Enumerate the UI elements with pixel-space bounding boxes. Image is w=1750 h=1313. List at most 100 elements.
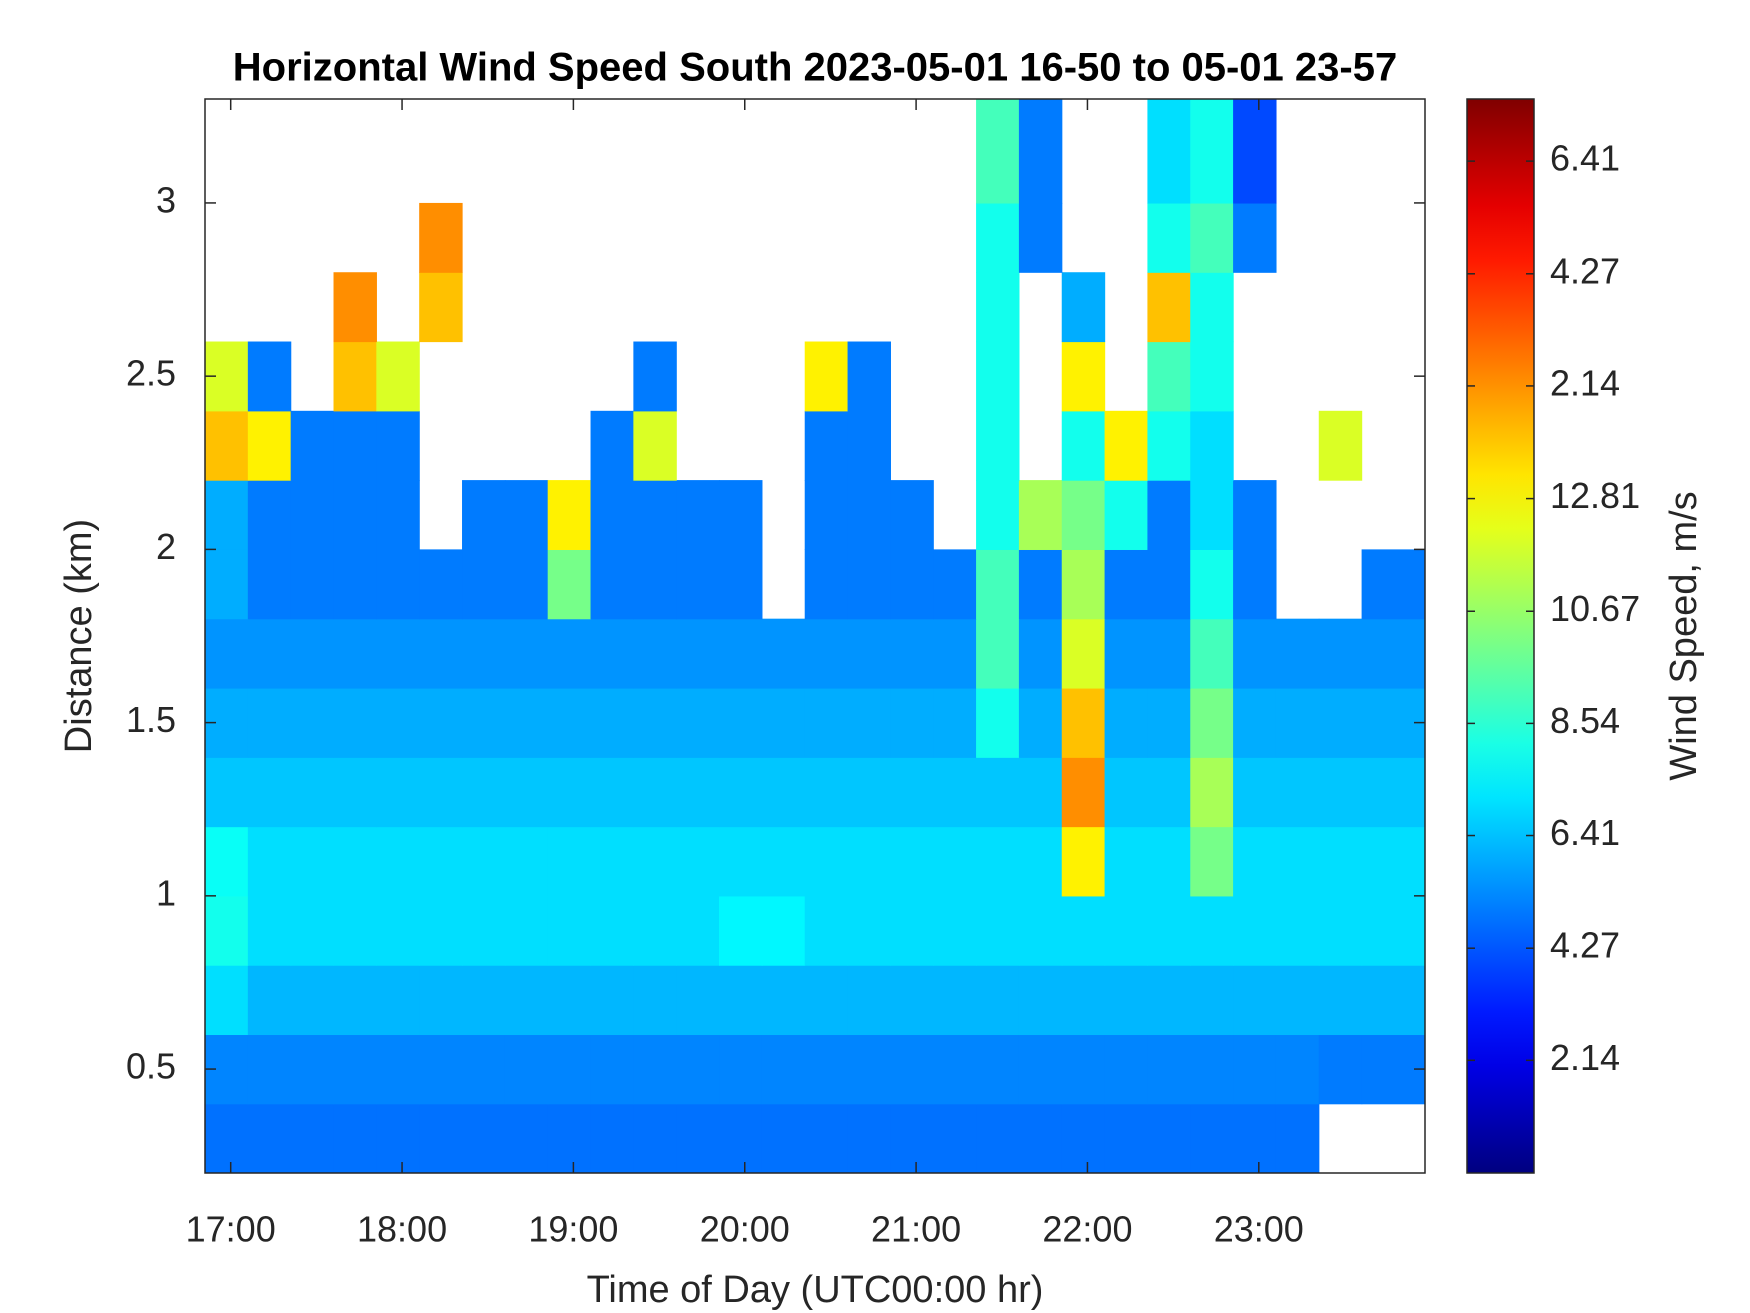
heat-cell	[847, 826, 891, 897]
heat-cell	[1190, 341, 1234, 412]
heat-cell	[333, 1034, 377, 1105]
heat-cell	[1190, 99, 1234, 204]
heat-cell	[376, 410, 420, 481]
heat-cell	[976, 99, 1020, 204]
heat-cell	[290, 965, 335, 1036]
heat-cell	[1318, 687, 1363, 758]
heat-cell	[804, 1034, 849, 1105]
plot-frame	[204, 98, 1426, 1174]
heat-cell	[890, 1103, 934, 1173]
heat-cell	[847, 1034, 891, 1105]
heat-cell	[1061, 1034, 1106, 1105]
heat-cell	[1147, 341, 1191, 412]
heat-cell	[1190, 895, 1234, 966]
heat-cell	[419, 1103, 463, 1173]
x-tick-label: 18:00	[357, 1209, 447, 1250]
heat-cell	[1018, 549, 1063, 620]
colorbar-tick-label: 10.67	[1550, 588, 1640, 629]
heat-cell	[247, 687, 292, 758]
heat-cell	[1061, 757, 1106, 828]
heat-cell	[719, 549, 763, 620]
colorbar-tick-label: 6.41	[1550, 138, 1620, 179]
heat-cell	[290, 480, 335, 550]
heat-cell	[462, 965, 506, 1036]
heat-cell	[1147, 687, 1191, 758]
heat-cell	[1233, 687, 1277, 758]
heat-cell	[976, 965, 1020, 1036]
heat-cell	[1190, 757, 1234, 828]
heat-cell	[504, 687, 549, 758]
heat-cell	[1018, 757, 1063, 828]
heat-cell	[1104, 826, 1149, 897]
heat-cell	[333, 965, 377, 1036]
heat-cell	[205, 965, 249, 1036]
y-tick-label: 2.5	[126, 353, 176, 394]
colorbar-tick-label: 4.27	[1550, 925, 1620, 966]
heat-cell	[290, 826, 335, 897]
heat-cell	[1233, 480, 1277, 550]
heat-cell	[976, 618, 1020, 689]
heat-cell	[633, 341, 677, 412]
heat-cell	[247, 1034, 292, 1105]
heat-cell	[847, 341, 891, 412]
heat-cell	[1275, 618, 1320, 689]
y-axis-label: Distance (km)	[58, 519, 100, 753]
heat-cell	[1233, 757, 1277, 828]
heat-cell	[1104, 687, 1149, 758]
heat-cell	[976, 757, 1020, 828]
heat-cell	[976, 687, 1020, 758]
heat-cell	[761, 1034, 806, 1105]
heat-cell	[504, 1103, 549, 1173]
heat-cell	[761, 965, 806, 1036]
heat-cell	[1318, 410, 1363, 481]
heat-cell	[247, 826, 292, 897]
heat-cell	[547, 687, 592, 758]
heat-cell	[333, 272, 377, 343]
heat-cell	[1147, 618, 1191, 689]
heat-cell	[376, 757, 420, 828]
heat-cell	[590, 826, 634, 897]
heat-cell	[205, 826, 249, 897]
heat-cell	[1190, 1103, 1234, 1173]
heat-cell	[1233, 1034, 1277, 1105]
heat-cell	[976, 895, 1020, 966]
heat-cell	[890, 687, 934, 758]
heat-cell	[804, 549, 849, 620]
heat-cell	[1018, 1034, 1063, 1105]
heat-cell	[1061, 618, 1106, 689]
heat-cell	[247, 965, 292, 1036]
heat-cell	[933, 1034, 977, 1105]
heat-cell	[1361, 965, 1425, 1036]
heat-cell	[1361, 826, 1425, 897]
heat-cell	[1190, 549, 1234, 620]
heat-cell	[376, 826, 420, 897]
x-tick-label: 23:00	[1214, 1209, 1304, 1250]
heat-cell	[333, 895, 377, 966]
heat-cell	[1233, 895, 1277, 966]
heat-cell	[590, 895, 634, 966]
heat-cell	[462, 549, 506, 620]
heat-cell	[1018, 895, 1063, 966]
heat-cell	[1061, 965, 1106, 1036]
heat-cell	[676, 1103, 720, 1173]
heat-cell	[1361, 757, 1425, 828]
heat-cell	[1275, 757, 1320, 828]
heat-cell	[1147, 99, 1191, 204]
heat-cell	[247, 480, 292, 550]
heat-cell	[333, 687, 377, 758]
x-tick-label: 17:00	[186, 1209, 276, 1250]
heat-cell	[376, 965, 420, 1036]
heat-cell	[590, 965, 634, 1036]
heat-cell	[290, 1034, 335, 1105]
heat-cell	[504, 480, 549, 550]
heat-cell	[419, 1034, 463, 1105]
heat-cell	[419, 202, 463, 273]
heat-cell	[462, 895, 506, 966]
heat-cell	[847, 618, 891, 689]
heat-cell	[205, 1103, 249, 1173]
heat-cell	[1018, 480, 1063, 550]
heat-cell	[547, 895, 592, 966]
heat-cell	[847, 895, 891, 966]
x-tick-label: 20:00	[700, 1209, 790, 1250]
colorbar-tick-label: 2.14	[1550, 362, 1620, 403]
